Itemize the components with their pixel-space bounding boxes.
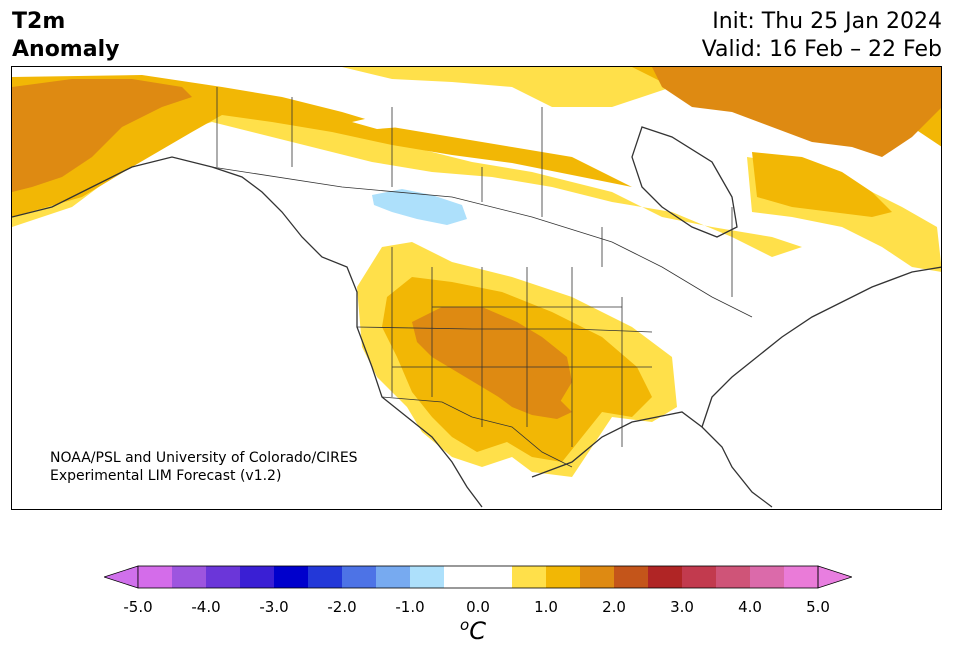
- title-anomaly: Anomaly: [12, 37, 120, 62]
- colorbar-tick-label: 3.0: [670, 598, 694, 616]
- anomaly-area-gold-ne: [752, 152, 892, 217]
- anomaly-area-orange-alaska: [12, 79, 192, 192]
- colorbar-tick-label: 4.0: [738, 598, 762, 616]
- title-variable: T2m: [12, 9, 66, 34]
- forecast-dates: Init: Thu 25 Jan 2024 Valid: 16 Feb – 22…: [702, 8, 942, 64]
- colorbar-segment: [716, 566, 751, 588]
- anomaly-map: [12, 67, 941, 508]
- colorbar-segment: [512, 566, 547, 588]
- coastline-gulf: [531, 411, 773, 508]
- colorbar-segment: [308, 566, 343, 588]
- political-borders: [211, 87, 753, 468]
- colorbar-segment: [444, 566, 479, 588]
- colorbar-tick-label: 2.0: [602, 598, 626, 616]
- anomaly-area-orange-core: [487, 367, 572, 419]
- credit-line-2: Experimental LIM Forecast (v1.2): [50, 468, 282, 484]
- credit-line-1: NOAA/PSL and University of Colorado/CIRE…: [50, 450, 358, 466]
- colorbar-segment: [478, 566, 513, 588]
- colorbar-tick-label: -1.0: [395, 598, 425, 616]
- colorbar-tick-label: -2.0: [327, 598, 357, 616]
- colorbar-segment: [172, 566, 207, 588]
- colorbar-tick-label: 1.0: [534, 598, 558, 616]
- colorbar: [104, 565, 852, 589]
- colorbar-tick-label: -4.0: [191, 598, 221, 616]
- colorbar-outline: [137, 565, 819, 589]
- coastline-west: [12, 156, 483, 508]
- colorbar-segment: [648, 566, 683, 588]
- valid-date-label: Valid: 16 Feb – 22 Feb: [701, 37, 942, 62]
- init-date-label: Init: Thu 25 Jan 2024: [712, 9, 942, 34]
- colorbar-segment: [138, 566, 173, 588]
- map-panel: NOAA/PSL and University of Colorado/CIRE…: [11, 66, 942, 510]
- colorbar-over-arrow: [817, 565, 852, 589]
- anomaly-area-white-patch: [352, 115, 407, 129]
- colorbar-segment: [206, 566, 241, 588]
- anomaly-area-gold: [12, 75, 632, 217]
- credit-text: NOAA/PSL and University of Colorado/CIRE…: [50, 449, 358, 485]
- colorbar-tick-label: 5.0: [806, 598, 830, 616]
- colorbar-segment: [614, 566, 649, 588]
- unit-celsius: C: [469, 617, 486, 645]
- anomaly-area-light-blue: [372, 189, 467, 225]
- map-title: T2m Anomaly: [12, 8, 119, 64]
- coastline-east: [701, 266, 941, 428]
- colorbar-segment: [376, 566, 411, 588]
- coastline-hudson: [631, 126, 738, 238]
- border-us-mexico: [381, 396, 573, 468]
- colorbar-tick-label: -3.0: [259, 598, 289, 616]
- colorbar-segment: [682, 566, 717, 588]
- anomaly-area-orange-arctic: [652, 67, 941, 157]
- colorbar-segment: [274, 566, 309, 588]
- unit-degree: o: [460, 616, 470, 634]
- colorbar-segment: [580, 566, 615, 588]
- colorbar-tick-label: 0.0: [466, 598, 490, 616]
- colorbar-segment: [750, 566, 785, 588]
- border-us-canada: [211, 166, 753, 318]
- border-us-states: [356, 247, 653, 447]
- colorbar-segment: [342, 566, 377, 588]
- colorbar-segment: [546, 566, 581, 588]
- colorbar-under-arrow: [104, 565, 139, 589]
- colorbar-segment: [784, 566, 819, 588]
- colorbar-unit: oC: [460, 616, 486, 645]
- colorbar-tick-label: -5.0: [123, 598, 153, 616]
- anomaly-area-light-yellow-north: [342, 67, 672, 107]
- border-canada-provinces: [291, 97, 733, 297]
- colorbar-segment: [410, 566, 445, 588]
- colorbar-segment: [240, 566, 275, 588]
- coastlines: [12, 126, 941, 508]
